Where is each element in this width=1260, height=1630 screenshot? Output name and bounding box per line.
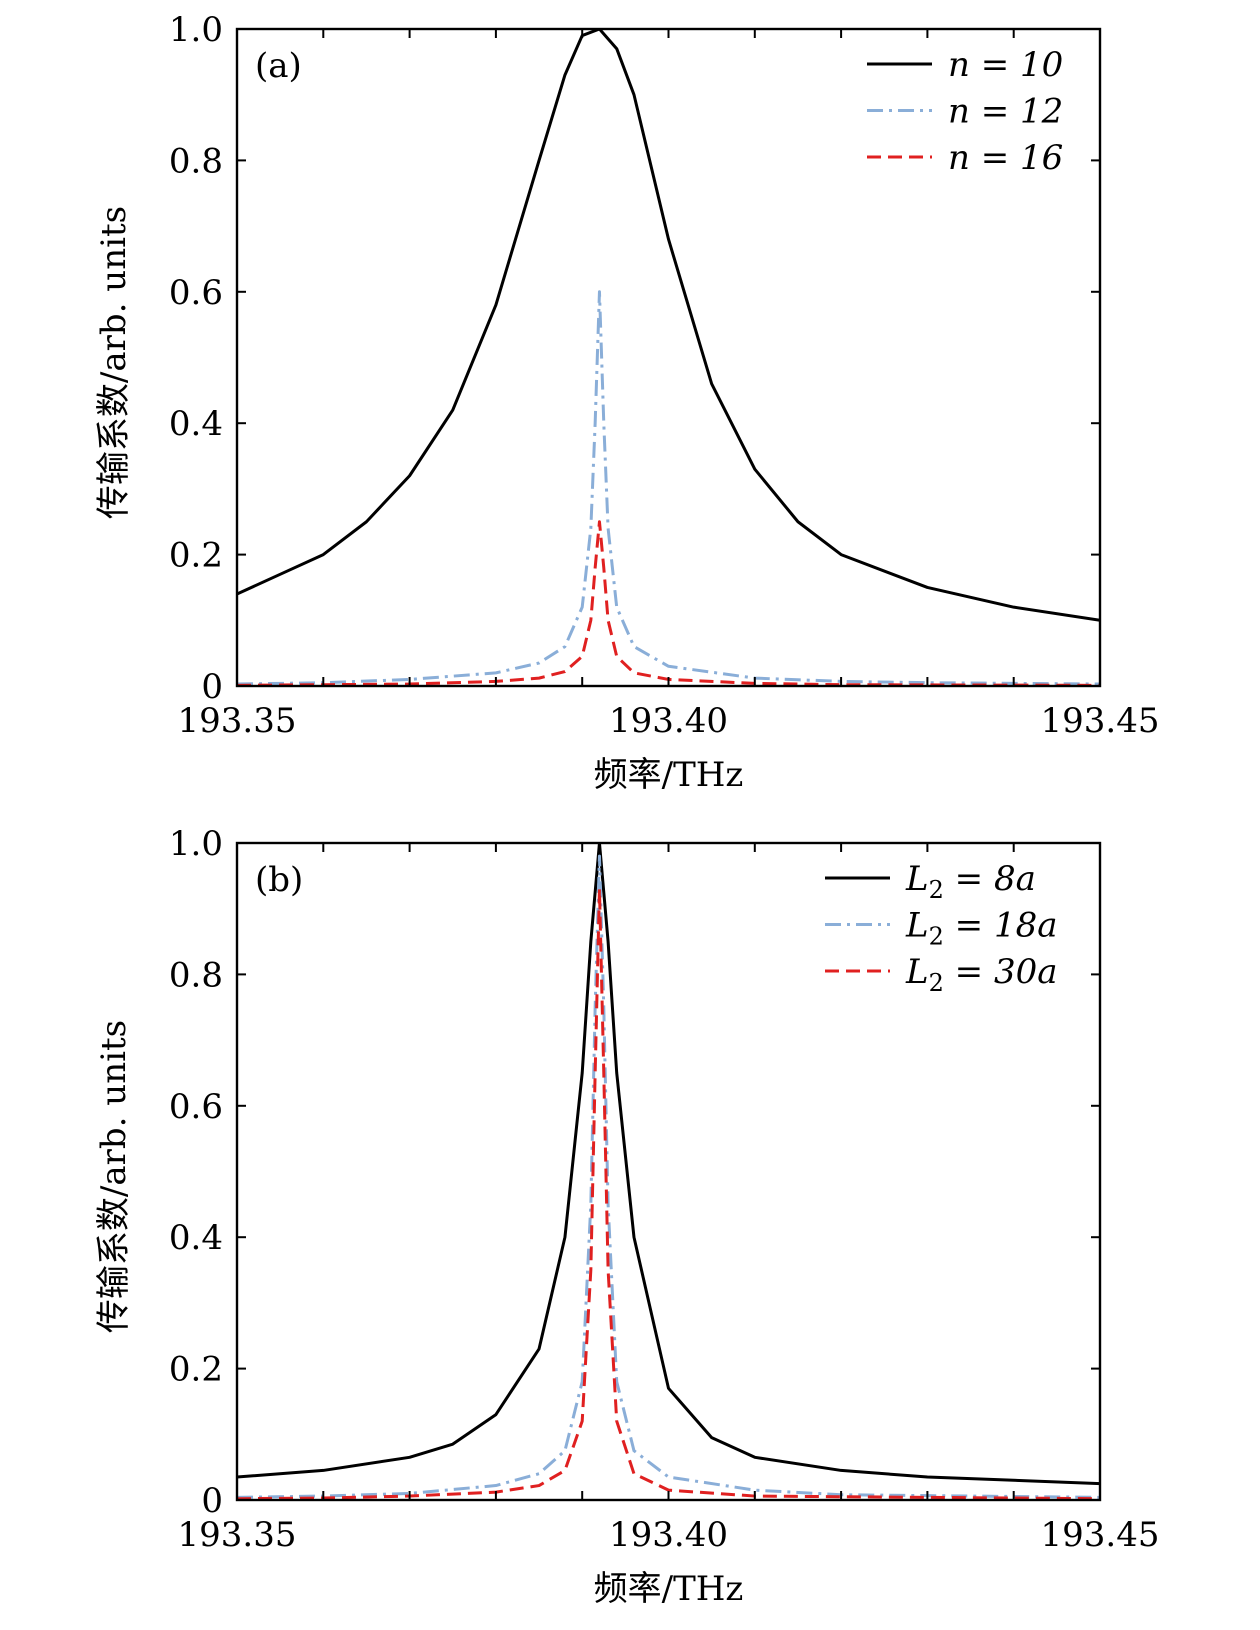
panel-a-y-tick-label: 0.2 [169, 536, 223, 576]
panel-b-y-tick-label: 0.6 [169, 1087, 223, 1127]
panel-b-y-tick-label: 0 [201, 1481, 223, 1521]
panel-a-series-2-line [237, 290, 1100, 686]
panel-a-y-tick-label: 0.6 [169, 273, 223, 313]
panel-a-legend-label-3: n = 16 [948, 138, 1063, 178]
panel-a-series-1-line [237, 29, 1100, 622]
panel-a-legend-label-1: n = 10 [948, 45, 1063, 85]
panel-a-legend-label-2: n = 12 [948, 92, 1063, 132]
panel-a-x-axis-label: 频率/THz [594, 755, 744, 795]
panel-b-series [237, 843, 1100, 1500]
panel-b-series-3-line [237, 887, 1100, 1500]
panel-a-label: (a) [255, 46, 302, 86]
panel-a-x-tick-label: 193.35 [178, 701, 297, 741]
panel-a-y-tick-label: 1.0 [169, 10, 223, 50]
panel-b-x-tick-label: 193.35 [178, 1515, 297, 1555]
panel-a-legend: n = 10 n = 12 n = 16 [867, 45, 1063, 178]
panel-b-tick-labels: 193.35 193.40 193.45 0 0.2 0.4 0.6 0.8 1.0 [169, 824, 1160, 1555]
panel-a-tick-labels: 193.35 193.40 193.45 0 0.2 0.4 0.6 0.8 1.0 [169, 10, 1160, 741]
panel-a-ticks [237, 29, 1100, 686]
panel-b-y-axis-label: 传输系数/arb. units [94, 1020, 134, 1333]
panel-b-ticks [237, 843, 1100, 1500]
panel-b-x-axis-label: 频率/THz [594, 1569, 744, 1609]
panel-b-legend-label-2: L2 = 18a [905, 906, 1058, 951]
panel-a-series-3-line [237, 520, 1100, 686]
panel-b-series-1-line [237, 843, 1100, 1486]
panel-a-x-tick-label: 193.45 [1041, 701, 1160, 741]
panel-b-legend-label-3: L2 = 30a [905, 952, 1058, 997]
panel-b-legend-label-1: L2 = 8a [905, 859, 1036, 904]
panel-b-x-tick-label: 193.40 [609, 1515, 728, 1555]
panel-a-y-tick-label: 0 [201, 667, 223, 707]
panel-a-x-tick-label: 193.40 [609, 701, 728, 741]
panel-b-label: (b) [255, 860, 303, 900]
panel-b-y-tick-label: 0.8 [169, 955, 223, 995]
panel-b-y-tick-label: 1.0 [169, 824, 223, 864]
panel-b-x-tick-label: 193.45 [1041, 1515, 1160, 1555]
panel-a-y-axis-label: 传输系数/arb. units [94, 206, 134, 519]
panel-b-y-tick-label: 0.2 [169, 1350, 223, 1390]
panel-a-y-tick-label: 0.4 [169, 404, 223, 444]
panel-b-y-tick-label: 0.4 [169, 1218, 223, 1258]
panel-b: 193.35 193.40 193.45 0 0.2 0.4 0.6 0.8 1.0 (b) 频… [94, 824, 1159, 1609]
panel-a-y-tick-label: 0.8 [169, 141, 223, 181]
panel-a: 193.35 193.40 193.45 0 0.2 0.4 0.6 0.8 1.0 (a) 频… [94, 10, 1159, 795]
